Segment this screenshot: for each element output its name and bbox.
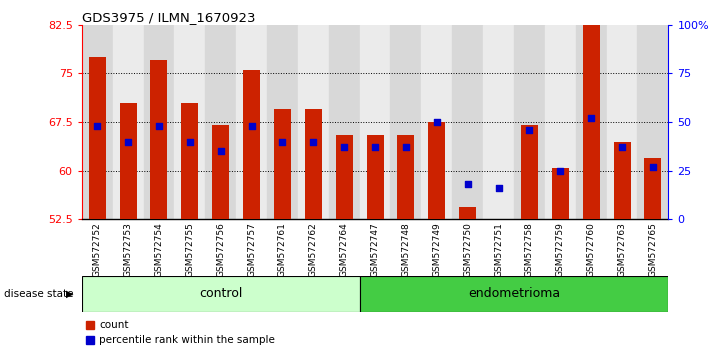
Point xyxy=(154,123,165,129)
Legend: count, percentile rank within the sample: count, percentile rank within the sample xyxy=(82,316,279,349)
Bar xyxy=(360,276,668,312)
Point xyxy=(370,144,381,150)
Bar xyxy=(390,25,422,219)
Bar xyxy=(205,25,236,219)
Text: control: control xyxy=(199,287,242,300)
Bar xyxy=(243,70,260,219)
Point xyxy=(493,185,504,191)
Point xyxy=(92,123,103,129)
Text: ▶: ▶ xyxy=(66,289,74,299)
Point xyxy=(338,144,350,150)
Bar xyxy=(174,25,205,219)
Bar xyxy=(644,158,661,219)
Bar xyxy=(112,25,144,219)
Point xyxy=(277,139,288,144)
Bar xyxy=(452,25,483,219)
Bar xyxy=(328,25,360,219)
Bar xyxy=(336,135,353,219)
Point xyxy=(555,168,566,173)
Bar xyxy=(89,57,106,219)
Bar xyxy=(367,135,383,219)
Bar xyxy=(181,103,198,219)
Bar xyxy=(119,103,137,219)
Bar xyxy=(212,125,229,219)
Bar xyxy=(298,25,328,219)
Bar xyxy=(483,25,514,219)
Bar xyxy=(428,122,445,219)
Point xyxy=(215,149,226,154)
Bar xyxy=(360,25,390,219)
Bar xyxy=(422,25,452,219)
Bar xyxy=(614,142,631,219)
Point xyxy=(246,123,257,129)
Point xyxy=(462,182,474,187)
Point xyxy=(616,144,628,150)
Bar xyxy=(576,25,606,219)
Text: endometrioma: endometrioma xyxy=(468,287,560,300)
Bar xyxy=(305,109,322,219)
Point xyxy=(431,119,442,125)
Bar xyxy=(151,61,167,219)
Bar xyxy=(514,25,545,219)
Text: disease state: disease state xyxy=(4,289,73,299)
Point xyxy=(524,127,535,133)
Bar xyxy=(144,25,174,219)
Point xyxy=(184,139,196,144)
Bar xyxy=(552,167,569,219)
Text: GDS3975 / ILMN_1670923: GDS3975 / ILMN_1670923 xyxy=(82,11,255,24)
Bar xyxy=(638,25,668,219)
Point xyxy=(308,139,319,144)
Point xyxy=(585,115,597,121)
Bar xyxy=(267,25,298,219)
Point xyxy=(122,139,134,144)
Bar xyxy=(82,25,112,219)
Bar xyxy=(236,25,267,219)
Point xyxy=(647,164,658,170)
Point xyxy=(400,144,412,150)
Bar xyxy=(545,25,576,219)
Bar xyxy=(459,206,476,219)
Bar xyxy=(606,25,638,219)
Bar xyxy=(583,25,599,219)
Bar xyxy=(274,109,291,219)
Bar xyxy=(82,276,360,312)
Bar xyxy=(397,135,415,219)
Bar xyxy=(521,125,538,219)
